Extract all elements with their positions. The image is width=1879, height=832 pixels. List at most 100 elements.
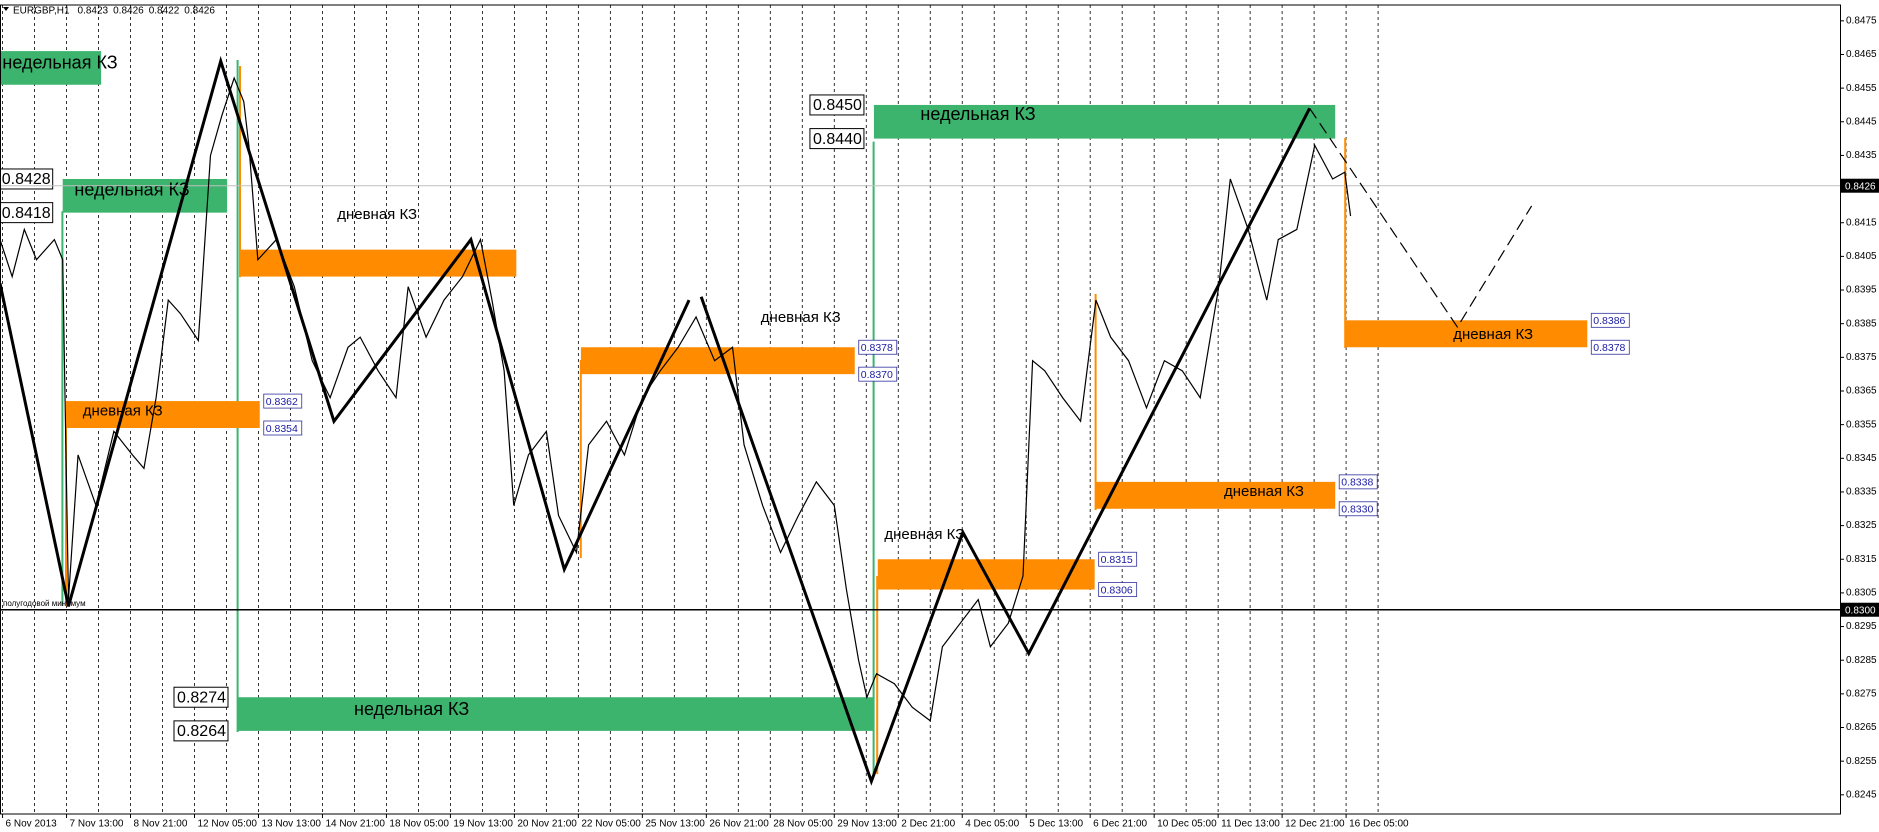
- y-tick-label: 0.8315: [1846, 554, 1877, 565]
- x-tick-label: 13 Nov 13:00: [261, 819, 321, 830]
- ohlc-value: 0.8423: [78, 6, 109, 17]
- y-tick-label: 0.8245: [1846, 789, 1877, 800]
- price-tag-box: [1098, 582, 1138, 597]
- x-tick-label: 28 Nov 05:00: [773, 819, 833, 830]
- x-tick-label: 29 Nov 13:00: [837, 819, 897, 830]
- price-marker-box: [1841, 602, 1879, 617]
- x-tick-label: 16 Dec 05:00: [1349, 819, 1409, 830]
- x-tick-label: 22 Nov 05:00: [581, 819, 641, 830]
- zone-caption: дневная КЗ: [337, 206, 417, 223]
- price-tag-box: [263, 420, 303, 436]
- x-tick-label: 25 Nov 13:00: [645, 819, 705, 830]
- zone: [65, 401, 260, 429]
- price-tag: 0.8378: [861, 342, 893, 354]
- price-tag: 0.8370: [861, 369, 893, 381]
- price-tag-box: [858, 339, 898, 355]
- x-tick-label: 20 Nov 21:00: [517, 819, 577, 830]
- x-tick-label: 18 Nov 05:00: [389, 819, 449, 830]
- zone: [873, 104, 1336, 139]
- price-tag: 0.8338: [1341, 477, 1373, 489]
- y-tick-label: 0.8325: [1846, 520, 1877, 531]
- price-marker: 0.8300: [1845, 605, 1876, 616]
- zone-caption: недельная КЗ: [74, 180, 189, 200]
- zone: [237, 697, 874, 731]
- price-tag: 0.8440: [813, 131, 862, 148]
- ohlc-value: 0.8426: [113, 6, 144, 17]
- price-tag-box: [1338, 501, 1378, 517]
- ohlc-value: 0.8426: [184, 6, 215, 17]
- zone-caption: дневная КЗ: [1453, 326, 1533, 343]
- y-tick-label: 0.8445: [1846, 116, 1877, 127]
- x-tick-label: 4 Dec 05:00: [965, 819, 1019, 830]
- price-tag-box: [1098, 551, 1138, 567]
- price-tag-box: [173, 720, 229, 742]
- price-tag: 0.8428: [2, 171, 51, 188]
- zone: [62, 178, 228, 213]
- zone-caption: недельная КЗ: [354, 699, 469, 719]
- y-tick-label: 0.8405: [1846, 251, 1877, 262]
- zone-caption: дневная КЗ: [1224, 483, 1304, 500]
- price-tag-box: [809, 128, 865, 150]
- trend-line: [699, 107, 1311, 786]
- price-tag-box: [0, 168, 54, 190]
- x-tick-label: 6 Nov 2013: [6, 819, 58, 830]
- plot-frame: [0, 4, 1841, 815]
- price-tag: 0.8418: [2, 205, 51, 222]
- y-tick-label: 0.8345: [1846, 453, 1877, 464]
- y-tick-label: 0.8475: [1846, 15, 1877, 26]
- x-tick-label: 8 Nov 21:00: [134, 819, 188, 830]
- x-tick-label: 26 Nov 21:00: [709, 819, 769, 830]
- y-tick-label: 0.8255: [1846, 756, 1877, 767]
- price-tag-box: [1590, 339, 1630, 355]
- price-tag: 0.8306: [1101, 584, 1133, 596]
- x-tick-label: 2 Dec 21:00: [901, 819, 955, 830]
- y-tick-label: 0.8275: [1846, 689, 1877, 700]
- y-tick-label: 0.8385: [1846, 318, 1877, 329]
- x-tick-label: 14 Nov 21:00: [325, 819, 385, 830]
- price-tag-box: [1590, 312, 1630, 328]
- x-tick-label: 6 Dec 21:00: [1093, 819, 1147, 830]
- y-tick-label: 0.8365: [1846, 386, 1877, 397]
- price-tag: 0.8354: [266, 423, 298, 435]
- price-tag-box: [0, 202, 54, 224]
- y-tick-label: 0.8395: [1846, 285, 1877, 296]
- y-tick-label: 0.8465: [1846, 49, 1877, 60]
- y-tick-label: 0.8435: [1846, 150, 1877, 161]
- price-tag: 0.8386: [1593, 315, 1625, 327]
- zone-caption: недельная КЗ: [920, 104, 1035, 124]
- annotation: полугодовой минимум: [3, 599, 86, 608]
- zone: [0, 51, 102, 85]
- price-tag: 0.8450: [813, 97, 862, 114]
- price-marker-box: [1841, 178, 1879, 193]
- zone-caption: дневная КЗ: [761, 309, 841, 326]
- y-tick-label: 0.8415: [1846, 217, 1877, 228]
- price-tag: 0.8362: [266, 396, 298, 408]
- x-tick-label: 12 Dec 21:00: [1285, 819, 1345, 830]
- price-tag: 0.8378: [1593, 342, 1625, 354]
- y-tick-label: 0.8355: [1846, 419, 1877, 430]
- x-tick-label: 11 Dec 13:00: [1221, 819, 1280, 830]
- x-tick-label: 12 Nov 05:00: [197, 819, 257, 830]
- x-tick-label: 10 Dec 05:00: [1157, 819, 1217, 830]
- zone: [1345, 320, 1588, 348]
- price-tag-box: [263, 393, 303, 409]
- y-tick-label: 0.8305: [1846, 588, 1877, 599]
- price-tag: 0.8315: [1101, 554, 1133, 566]
- symbol: EURGBP,H1: [13, 6, 70, 17]
- trend-line: [1309, 107, 1533, 329]
- trend-line: [0, 55, 691, 607]
- price-tag: 0.8330: [1341, 504, 1373, 516]
- price-tag-box: [809, 94, 865, 116]
- zone-caption: недельная КЗ: [2, 52, 117, 72]
- x-tick-label: 5 Dec 13:00: [1029, 819, 1083, 830]
- y-tick-label: 0.8265: [1846, 722, 1877, 733]
- x-tick-label: 19 Nov 13:00: [453, 819, 513, 830]
- header-arrow: [3, 7, 9, 11]
- price-tag: 0.8264: [177, 723, 226, 740]
- x-tick-label: 7 Nov 13:00: [70, 819, 124, 830]
- y-tick-label: 0.8295: [1846, 621, 1877, 632]
- price-tag-box: [1338, 474, 1378, 490]
- zone: [580, 347, 855, 375]
